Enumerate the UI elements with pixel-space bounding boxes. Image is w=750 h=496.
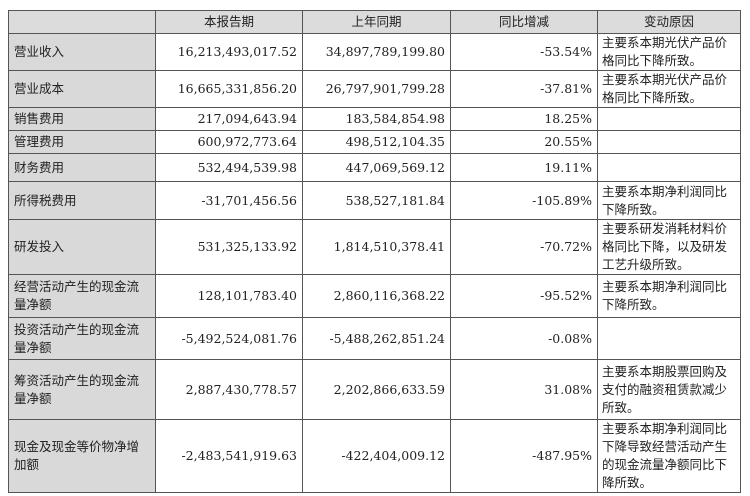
change-reason: 主要系本期股票回购及支付的融资租赁款减少所致。 bbox=[597, 359, 741, 420]
current-period-value: 128,101,783.40 bbox=[155, 274, 303, 318]
yoy-change-value: 18.25% bbox=[450, 107, 598, 131]
yoy-change-value: -70.72% bbox=[450, 219, 598, 275]
financial-comparison-table: 本报告期 上年同期 同比增减 变动原因 营业收入 16,213,493,017.5… bbox=[8, 10, 741, 493]
table-row: 营业成本 16,665,331,856.20 26,797,901,799.28 -3… bbox=[8, 70, 741, 108]
header-item bbox=[8, 10, 156, 34]
row-label: 管理费用 bbox=[8, 130, 156, 154]
current-period-value: 532,494,539.98 bbox=[155, 153, 303, 182]
change-reason: 主要系本期净利润同比下降所致。 bbox=[597, 181, 741, 220]
prior-period-value: 1,814,510,378.41 bbox=[302, 219, 451, 275]
current-period-value: 600,972,773.64 bbox=[155, 130, 303, 154]
row-label: 财务费用 bbox=[8, 153, 156, 182]
row-label: 现金及现金等价物净增加额 bbox=[8, 419, 156, 493]
table-row: 研发投入 531,325,133.92 1,814,510,378.41 -70.72… bbox=[8, 219, 741, 275]
row-label: 营业成本 bbox=[8, 70, 156, 108]
header-row: 本报告期 上年同期 同比增减 变动原因 bbox=[8, 10, 741, 34]
row-label: 销售费用 bbox=[8, 107, 156, 131]
prior-period-value: 34,897,789,199.80 bbox=[302, 33, 451, 71]
current-period-value: -31,701,456.56 bbox=[155, 181, 303, 220]
change-reason bbox=[597, 317, 741, 360]
table-row: 现金及现金等价物净增加额 -2,483,541,919.63 -422,404,00… bbox=[8, 419, 741, 493]
current-period-value: 16,665,331,856.20 bbox=[155, 70, 303, 108]
change-reason bbox=[597, 130, 741, 154]
header-reason: 变动原因 bbox=[597, 10, 741, 34]
current-period-value: 217,094,643.94 bbox=[155, 107, 303, 131]
row-label: 投资活动产生的现金流量净额 bbox=[8, 317, 156, 360]
prior-period-value: 538,527,181.84 bbox=[302, 181, 451, 220]
change-reason: 主要系本期光伏产品价格同比下降所致。 bbox=[597, 70, 741, 108]
table-row: 投资活动产生的现金流量净额 -5,492,524,081.76 -5,488,262… bbox=[8, 317, 741, 360]
header-yoy-change: 同比增减 bbox=[450, 10, 598, 34]
current-period-value: 16,213,493,017.52 bbox=[155, 33, 303, 71]
row-label: 营业收入 bbox=[8, 33, 156, 71]
yoy-change-value: -37.81% bbox=[450, 70, 598, 108]
prior-period-value: -422,404,009.12 bbox=[302, 419, 451, 493]
prior-period-value: 2,202,866,633.59 bbox=[302, 359, 451, 420]
yoy-change-value: 20.55% bbox=[450, 130, 598, 154]
header-prior-period: 上年同期 bbox=[302, 10, 451, 34]
change-reason bbox=[597, 107, 741, 131]
yoy-change-value: -487.95% bbox=[450, 419, 598, 493]
current-period-value: -2,483,541,919.63 bbox=[155, 419, 303, 493]
table-row: 所得税费用 -31,701,456.56 538,527,181.84 -105.89… bbox=[8, 181, 741, 220]
prior-period-value: 498,512,104.35 bbox=[302, 130, 451, 154]
change-reason bbox=[597, 153, 741, 182]
yoy-change-value: 31.08% bbox=[450, 359, 598, 420]
prior-period-value: 447,069,569.12 bbox=[302, 153, 451, 182]
change-reason: 主要系本期净利润同比下降导致经营活动产生的现金流量净额同比下降所致。 bbox=[597, 419, 741, 493]
current-period-value: 531,325,133.92 bbox=[155, 219, 303, 275]
prior-period-value: -5,488,262,851.24 bbox=[302, 317, 451, 360]
prior-period-value: 2,860,116,368.22 bbox=[302, 274, 451, 318]
table-row: 管理费用 600,972,773.64 498,512,104.35 20.55% bbox=[8, 130, 741, 154]
prior-period-value: 26,797,901,799.28 bbox=[302, 70, 451, 108]
table-row: 营业收入 16,213,493,017.52 34,897,789,199.80 -5… bbox=[8, 33, 741, 71]
yoy-change-value: -95.52% bbox=[450, 274, 598, 318]
yoy-change-value: 19.11% bbox=[450, 153, 598, 182]
row-label: 所得税费用 bbox=[8, 181, 156, 220]
row-label: 经营活动产生的现金流量净额 bbox=[8, 274, 156, 318]
row-label: 筹资活动产生的现金流量净额 bbox=[8, 359, 156, 420]
change-reason: 主要系研发消耗材料价格同比下降，以及研发工艺升级所致。 bbox=[597, 219, 741, 275]
table-row: 筹资活动产生的现金流量净额 2,887,430,778.57 2,202,866,6… bbox=[8, 359, 741, 420]
yoy-change-value: -0.08% bbox=[450, 317, 598, 360]
prior-period-value: 183,584,854.98 bbox=[302, 107, 451, 131]
header-current-period: 本报告期 bbox=[155, 10, 303, 34]
row-label: 研发投入 bbox=[8, 219, 156, 275]
table-row: 经营活动产生的现金流量净额 128,101,783.40 2,860,116,368… bbox=[8, 274, 741, 318]
change-reason: 主要系本期净利润同比下降所致。 bbox=[597, 274, 741, 318]
table-row: 销售费用 217,094,643.94 183,584,854.98 18.25% bbox=[8, 107, 741, 131]
change-reason: 主要系本期光伏产品价格同比下降所致。 bbox=[597, 33, 741, 71]
current-period-value: 2,887,430,778.57 bbox=[155, 359, 303, 420]
yoy-change-value: -105.89% bbox=[450, 181, 598, 220]
table-row: 财务费用 532,494,539.98 447,069,569.12 19.11% bbox=[8, 153, 741, 182]
current-period-value: -5,492,524,081.76 bbox=[155, 317, 303, 360]
yoy-change-value: -53.54% bbox=[450, 33, 598, 71]
